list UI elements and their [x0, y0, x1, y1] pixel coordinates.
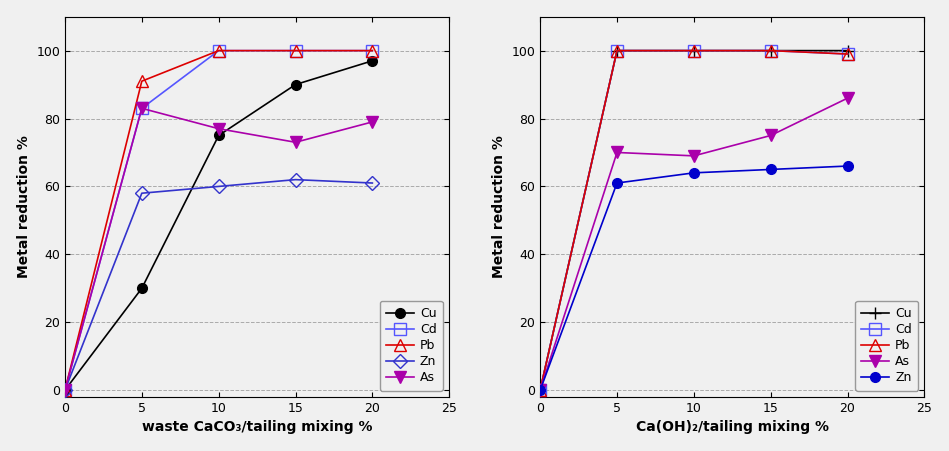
Y-axis label: Metal reduction %: Metal reduction %	[17, 135, 30, 278]
Legend: Cu, Cd, Pb, Zn, As: Cu, Cd, Pb, Zn, As	[380, 301, 443, 391]
X-axis label: waste CaCO₃/tailing mixing %: waste CaCO₃/tailing mixing %	[141, 420, 372, 434]
X-axis label: Ca(OH)₂/tailing mixing %: Ca(OH)₂/tailing mixing %	[636, 420, 828, 434]
Y-axis label: Metal reduction %: Metal reduction %	[492, 135, 506, 278]
Legend: Cu, Cd, Pb, As, Zn: Cu, Cd, Pb, As, Zn	[855, 301, 918, 391]
